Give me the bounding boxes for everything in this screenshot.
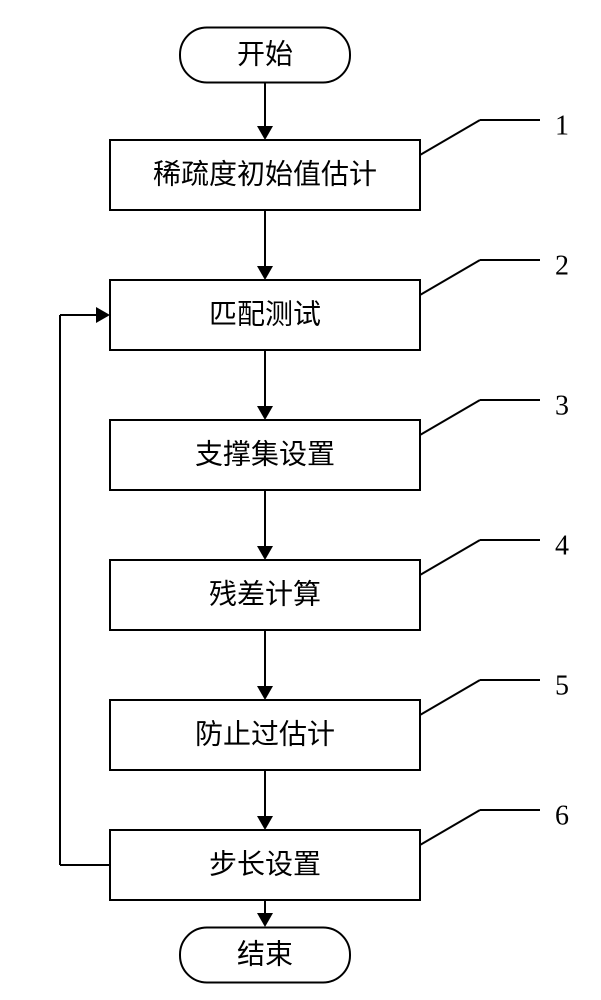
leader-label-6: 6 xyxy=(555,800,569,831)
process-label-1: 稀疏度初始值估计 xyxy=(153,159,377,191)
process-label-5: 防止过估计 xyxy=(195,719,335,751)
process-label-6: 步长设置 xyxy=(209,849,321,881)
leader-label-3: 3 xyxy=(555,390,569,421)
leader-label-2: 2 xyxy=(555,250,569,281)
flowchart-canvas: 开始结束 稀疏度初始值估计匹配测试支撑集设置残差计算防止过估计步长设置 1 2 3 4 5 6 xyxy=(0,0,601,1000)
process-label-3: 支撑集设置 xyxy=(195,439,335,471)
leader-label-1: 1 xyxy=(555,110,569,141)
start-label: 开始 xyxy=(237,39,293,71)
leader-label-4: 4 xyxy=(555,530,569,561)
process-label-2: 匹配测试 xyxy=(209,299,321,331)
leader-label-5: 5 xyxy=(555,670,569,701)
process-label-4: 残差计算 xyxy=(209,579,321,611)
end-label: 结束 xyxy=(237,939,293,971)
